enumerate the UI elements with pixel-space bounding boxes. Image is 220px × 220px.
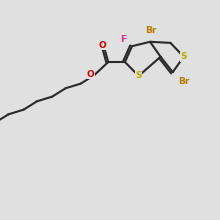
Text: S: S [135,72,142,80]
Text: F: F [120,35,126,44]
Text: Br: Br [178,77,190,86]
Text: O: O [99,41,107,50]
Text: O: O [87,70,95,79]
Text: Br: Br [145,26,157,35]
Text: S: S [180,52,187,61]
